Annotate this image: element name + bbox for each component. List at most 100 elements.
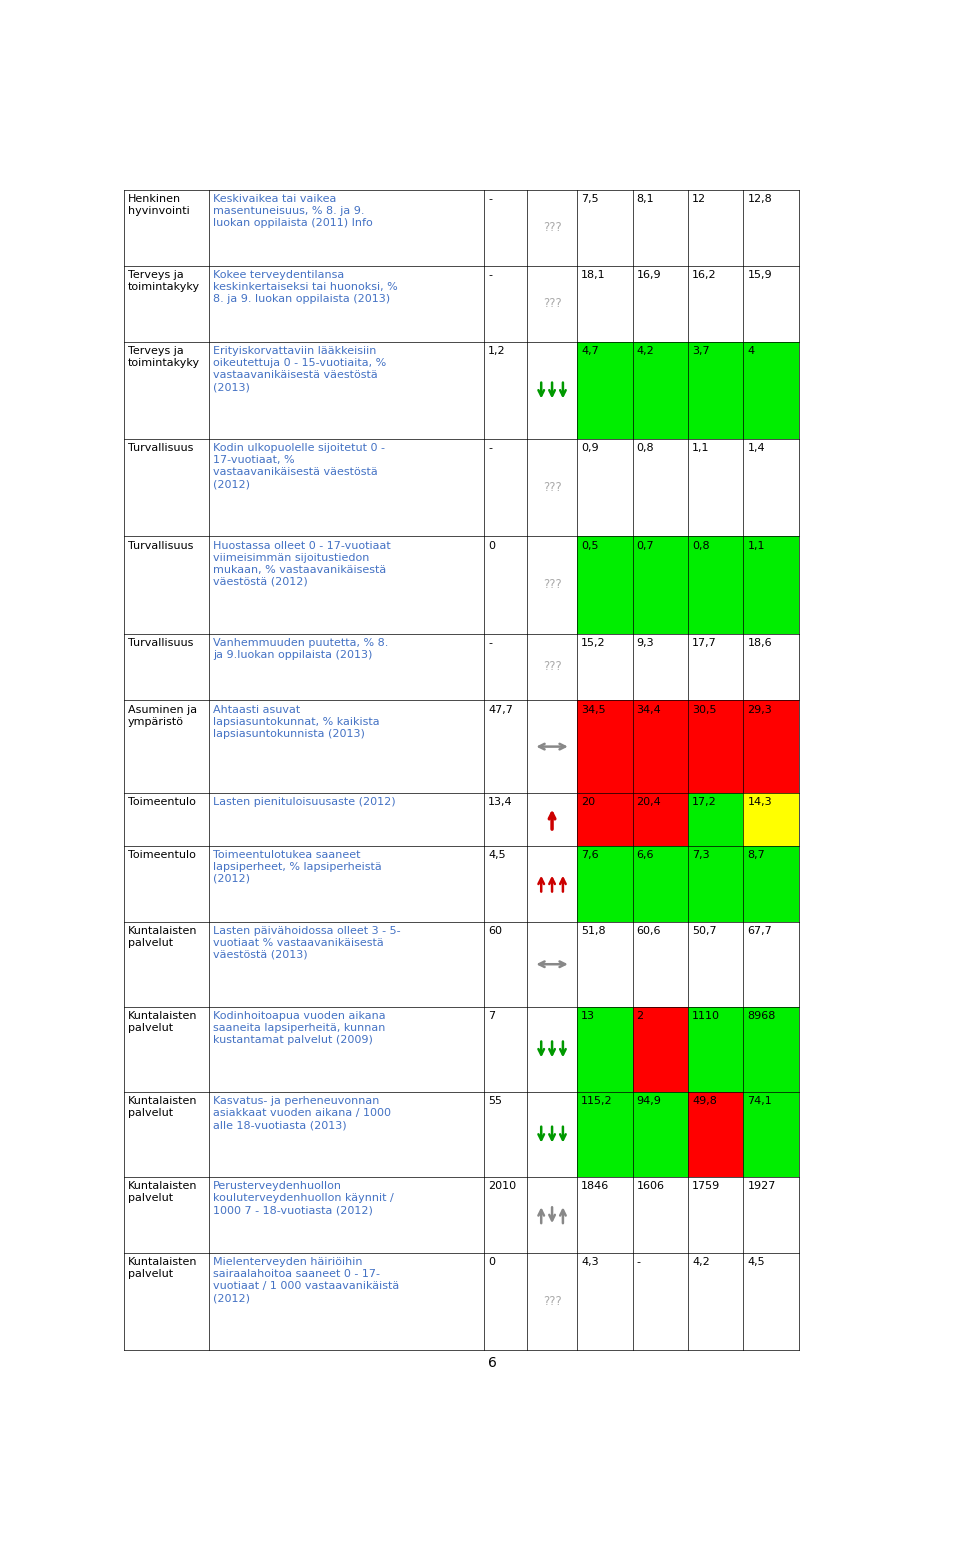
Bar [688, 700, 743, 793]
Text: Turvallisuus: Turvallisuus [128, 638, 193, 647]
Text: -: - [488, 195, 492, 204]
Text: Kuntalaisten
palvelut: Kuntalaisten palvelut [128, 925, 197, 949]
Text: Toimeentulo: Toimeentulo [128, 797, 196, 806]
Bar [743, 1007, 799, 1092]
Text: 34,4: 34,4 [636, 705, 661, 714]
Text: 7,3: 7,3 [692, 850, 709, 861]
Text: 15,2: 15,2 [581, 638, 606, 647]
Bar [577, 1007, 633, 1092]
Text: 67,7: 67,7 [748, 925, 772, 936]
Text: 60: 60 [488, 925, 502, 936]
Text: ???: ??? [542, 660, 562, 674]
Bar [633, 793, 688, 845]
Text: 0,5: 0,5 [581, 541, 599, 550]
Bar [688, 793, 743, 845]
Text: Turvallisuus: Turvallisuus [128, 541, 193, 550]
Text: ???: ??? [542, 221, 562, 235]
Text: ???: ??? [542, 1295, 562, 1309]
Text: 7,6: 7,6 [581, 850, 599, 861]
Bar [633, 1092, 688, 1177]
Text: Kuntalaisten
palvelut: Kuntalaisten palvelut [128, 1097, 197, 1119]
Bar [577, 700, 633, 793]
Text: 4,5: 4,5 [748, 1258, 765, 1267]
Text: Lasten pienituloisuusaste (2012): Lasten pienituloisuusaste (2012) [213, 797, 396, 806]
Bar [688, 1007, 743, 1092]
Text: 8,7: 8,7 [748, 850, 765, 861]
Text: Kuntalaisten
palvelut: Kuntalaisten palvelut [128, 1010, 197, 1034]
Text: ???: ??? [542, 298, 562, 311]
Text: Kuntalaisten
palvelut: Kuntalaisten palvelut [128, 1182, 197, 1204]
Text: -: - [488, 443, 492, 453]
Text: Erityiskorvattaviin lääkkeisiin
oikeutettuja 0 - 15-vuotiaita, %
vastaavanikäise: Erityiskorvattaviin lääkkeisiin oikeutet… [213, 346, 386, 392]
Text: 4,7: 4,7 [581, 346, 599, 357]
Bar [743, 341, 799, 439]
Bar [633, 341, 688, 439]
Text: 60,6: 60,6 [636, 925, 661, 936]
Text: 20: 20 [581, 797, 595, 806]
Bar [577, 536, 633, 633]
Text: 0: 0 [488, 1258, 495, 1267]
Text: Keskivaikea tai vaikea
masentuneisuus, % 8. ja 9.
luokan oppilaista (2011) Info: Keskivaikea tai vaikea masentuneisuus, %… [213, 195, 372, 229]
Text: 4,2: 4,2 [692, 1258, 709, 1267]
Bar [743, 536, 799, 633]
Text: -: - [636, 1258, 640, 1267]
Bar [743, 700, 799, 793]
Text: Kodinhoitoapua vuoden aikana
saaneita lapsiperheitä, kunnan
kustantamat palvelut: Kodinhoitoapua vuoden aikana saaneita la… [213, 1010, 386, 1044]
Text: 29,3: 29,3 [748, 705, 772, 714]
Text: 16,2: 16,2 [692, 270, 716, 280]
Text: 1,1: 1,1 [692, 443, 709, 453]
Bar [688, 536, 743, 633]
Text: 14,3: 14,3 [748, 797, 772, 806]
Text: Mielenterveyden häiriöihin
sairaalahoitoa saaneet 0 - 17-
vuotiaat / 1 000 vasta: Mielenterveyden häiriöihin sairaalahoito… [213, 1258, 399, 1304]
Text: 7,5: 7,5 [581, 195, 599, 204]
Text: 12,8: 12,8 [748, 195, 772, 204]
Text: 4,5: 4,5 [488, 850, 506, 861]
Text: 1759: 1759 [692, 1182, 720, 1191]
Text: Henkinen
hyvinvointi: Henkinen hyvinvointi [128, 195, 189, 216]
Text: 2: 2 [636, 1010, 643, 1021]
Text: 13,4: 13,4 [488, 797, 513, 806]
Text: -: - [488, 270, 492, 280]
Text: 18,6: 18,6 [748, 638, 772, 647]
Text: 50,7: 50,7 [692, 925, 716, 936]
Bar [633, 1007, 688, 1092]
Text: Lasten päivähoidossa olleet 3 - 5-
vuotiaat % vastaavanikäisestä
väestöstä (2013: Lasten päivähoidossa olleet 3 - 5- vuoti… [213, 925, 400, 959]
Bar [743, 1092, 799, 1177]
Text: 49,8: 49,8 [692, 1097, 717, 1106]
Text: 4,3: 4,3 [581, 1258, 599, 1267]
Bar [633, 845, 688, 922]
Text: 7: 7 [488, 1010, 495, 1021]
Text: 12: 12 [692, 195, 706, 204]
Text: 6: 6 [488, 1355, 496, 1370]
Text: Turvallisuus: Turvallisuus [128, 443, 193, 453]
Text: Toimeentulotukea saaneet
lapsiperheet, % lapsiperheistä
(2012): Toimeentulotukea saaneet lapsiperheet, %… [213, 850, 382, 884]
Text: 94,9: 94,9 [636, 1097, 661, 1106]
Text: Kokee terveydentilansa
keskinkertaiseksi tai huonoksi, %
8. ja 9. luokan oppilai: Kokee terveydentilansa keskinkertaiseksi… [213, 270, 397, 304]
Text: Terveys ja
toimintakyky: Terveys ja toimintakyky [128, 346, 200, 368]
Text: 74,1: 74,1 [748, 1097, 772, 1106]
Text: 17,2: 17,2 [692, 797, 717, 806]
Text: 0,7: 0,7 [636, 541, 654, 550]
Text: 1110: 1110 [692, 1010, 720, 1021]
Text: 20,4: 20,4 [636, 797, 661, 806]
Text: 1,4: 1,4 [748, 443, 765, 453]
Text: 6,6: 6,6 [636, 850, 654, 861]
Text: 3,7: 3,7 [692, 346, 709, 357]
Bar [633, 700, 688, 793]
Text: Huostassa olleet 0 - 17-vuotiaat
viimeisimmän sijoitustiedon
mukaan, % vastaavan: Huostassa olleet 0 - 17-vuotiaat viimeis… [213, 541, 391, 587]
Text: 15,9: 15,9 [748, 270, 772, 280]
Bar [577, 793, 633, 845]
Text: 4: 4 [748, 346, 755, 357]
Bar [577, 845, 633, 922]
Text: 1,2: 1,2 [488, 346, 506, 357]
Text: Asuminen ja
ympäristö: Asuminen ja ympäristö [128, 705, 197, 726]
Text: 2010: 2010 [488, 1182, 516, 1191]
Bar [688, 845, 743, 922]
Bar [633, 536, 688, 633]
Bar [688, 1092, 743, 1177]
Text: 13: 13 [581, 1010, 595, 1021]
Text: 30,5: 30,5 [692, 705, 716, 714]
Text: 34,5: 34,5 [581, 705, 606, 714]
Text: 1927: 1927 [748, 1182, 776, 1191]
Text: Toimeentulo: Toimeentulo [128, 850, 196, 861]
